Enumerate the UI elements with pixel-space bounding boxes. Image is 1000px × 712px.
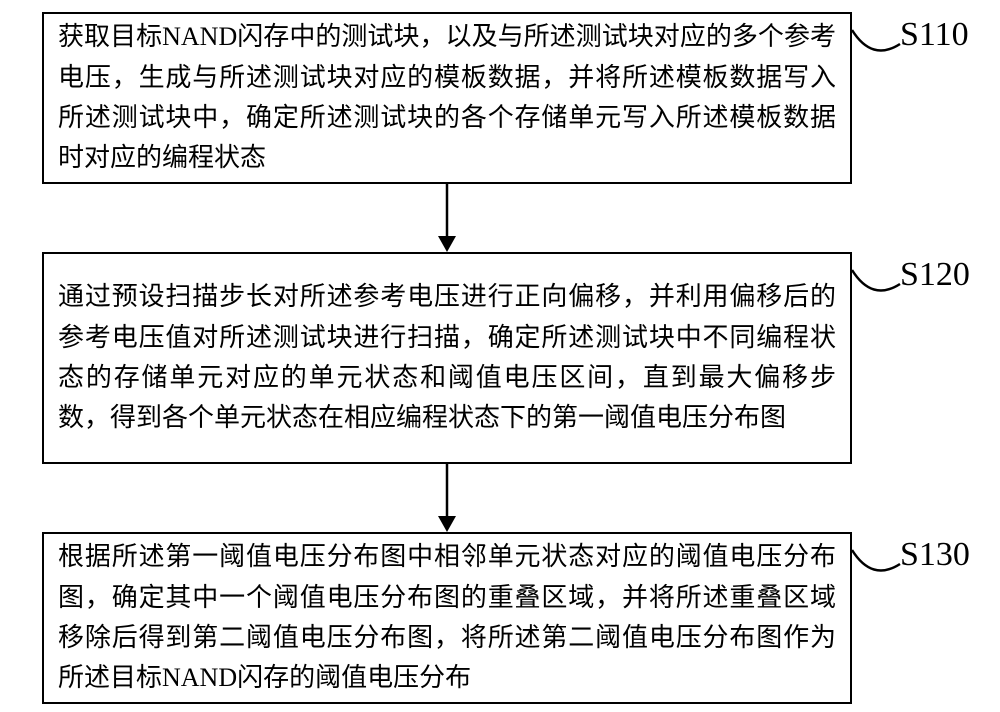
- arrow-s120-s130: [0, 0, 1000, 712]
- flowchart-canvas: 获取目标NAND闪存中的测试块，以及与所述测试块对应的多个参考电压，生成与所述测…: [0, 0, 1000, 712]
